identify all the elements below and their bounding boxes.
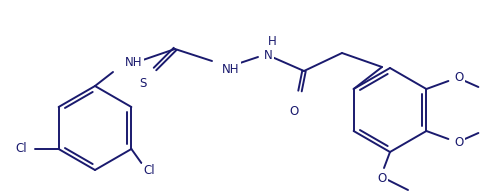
Text: O: O [377,172,387,184]
Text: NH: NH [222,63,239,75]
Text: S: S [139,76,147,90]
Text: O: O [454,136,463,150]
Text: O: O [290,104,299,117]
Text: Cl: Cl [143,164,155,178]
Text: NH: NH [125,55,142,68]
Text: O: O [454,71,463,83]
Text: Cl: Cl [15,142,27,155]
Text: N: N [264,48,273,62]
Text: H: H [268,34,277,47]
